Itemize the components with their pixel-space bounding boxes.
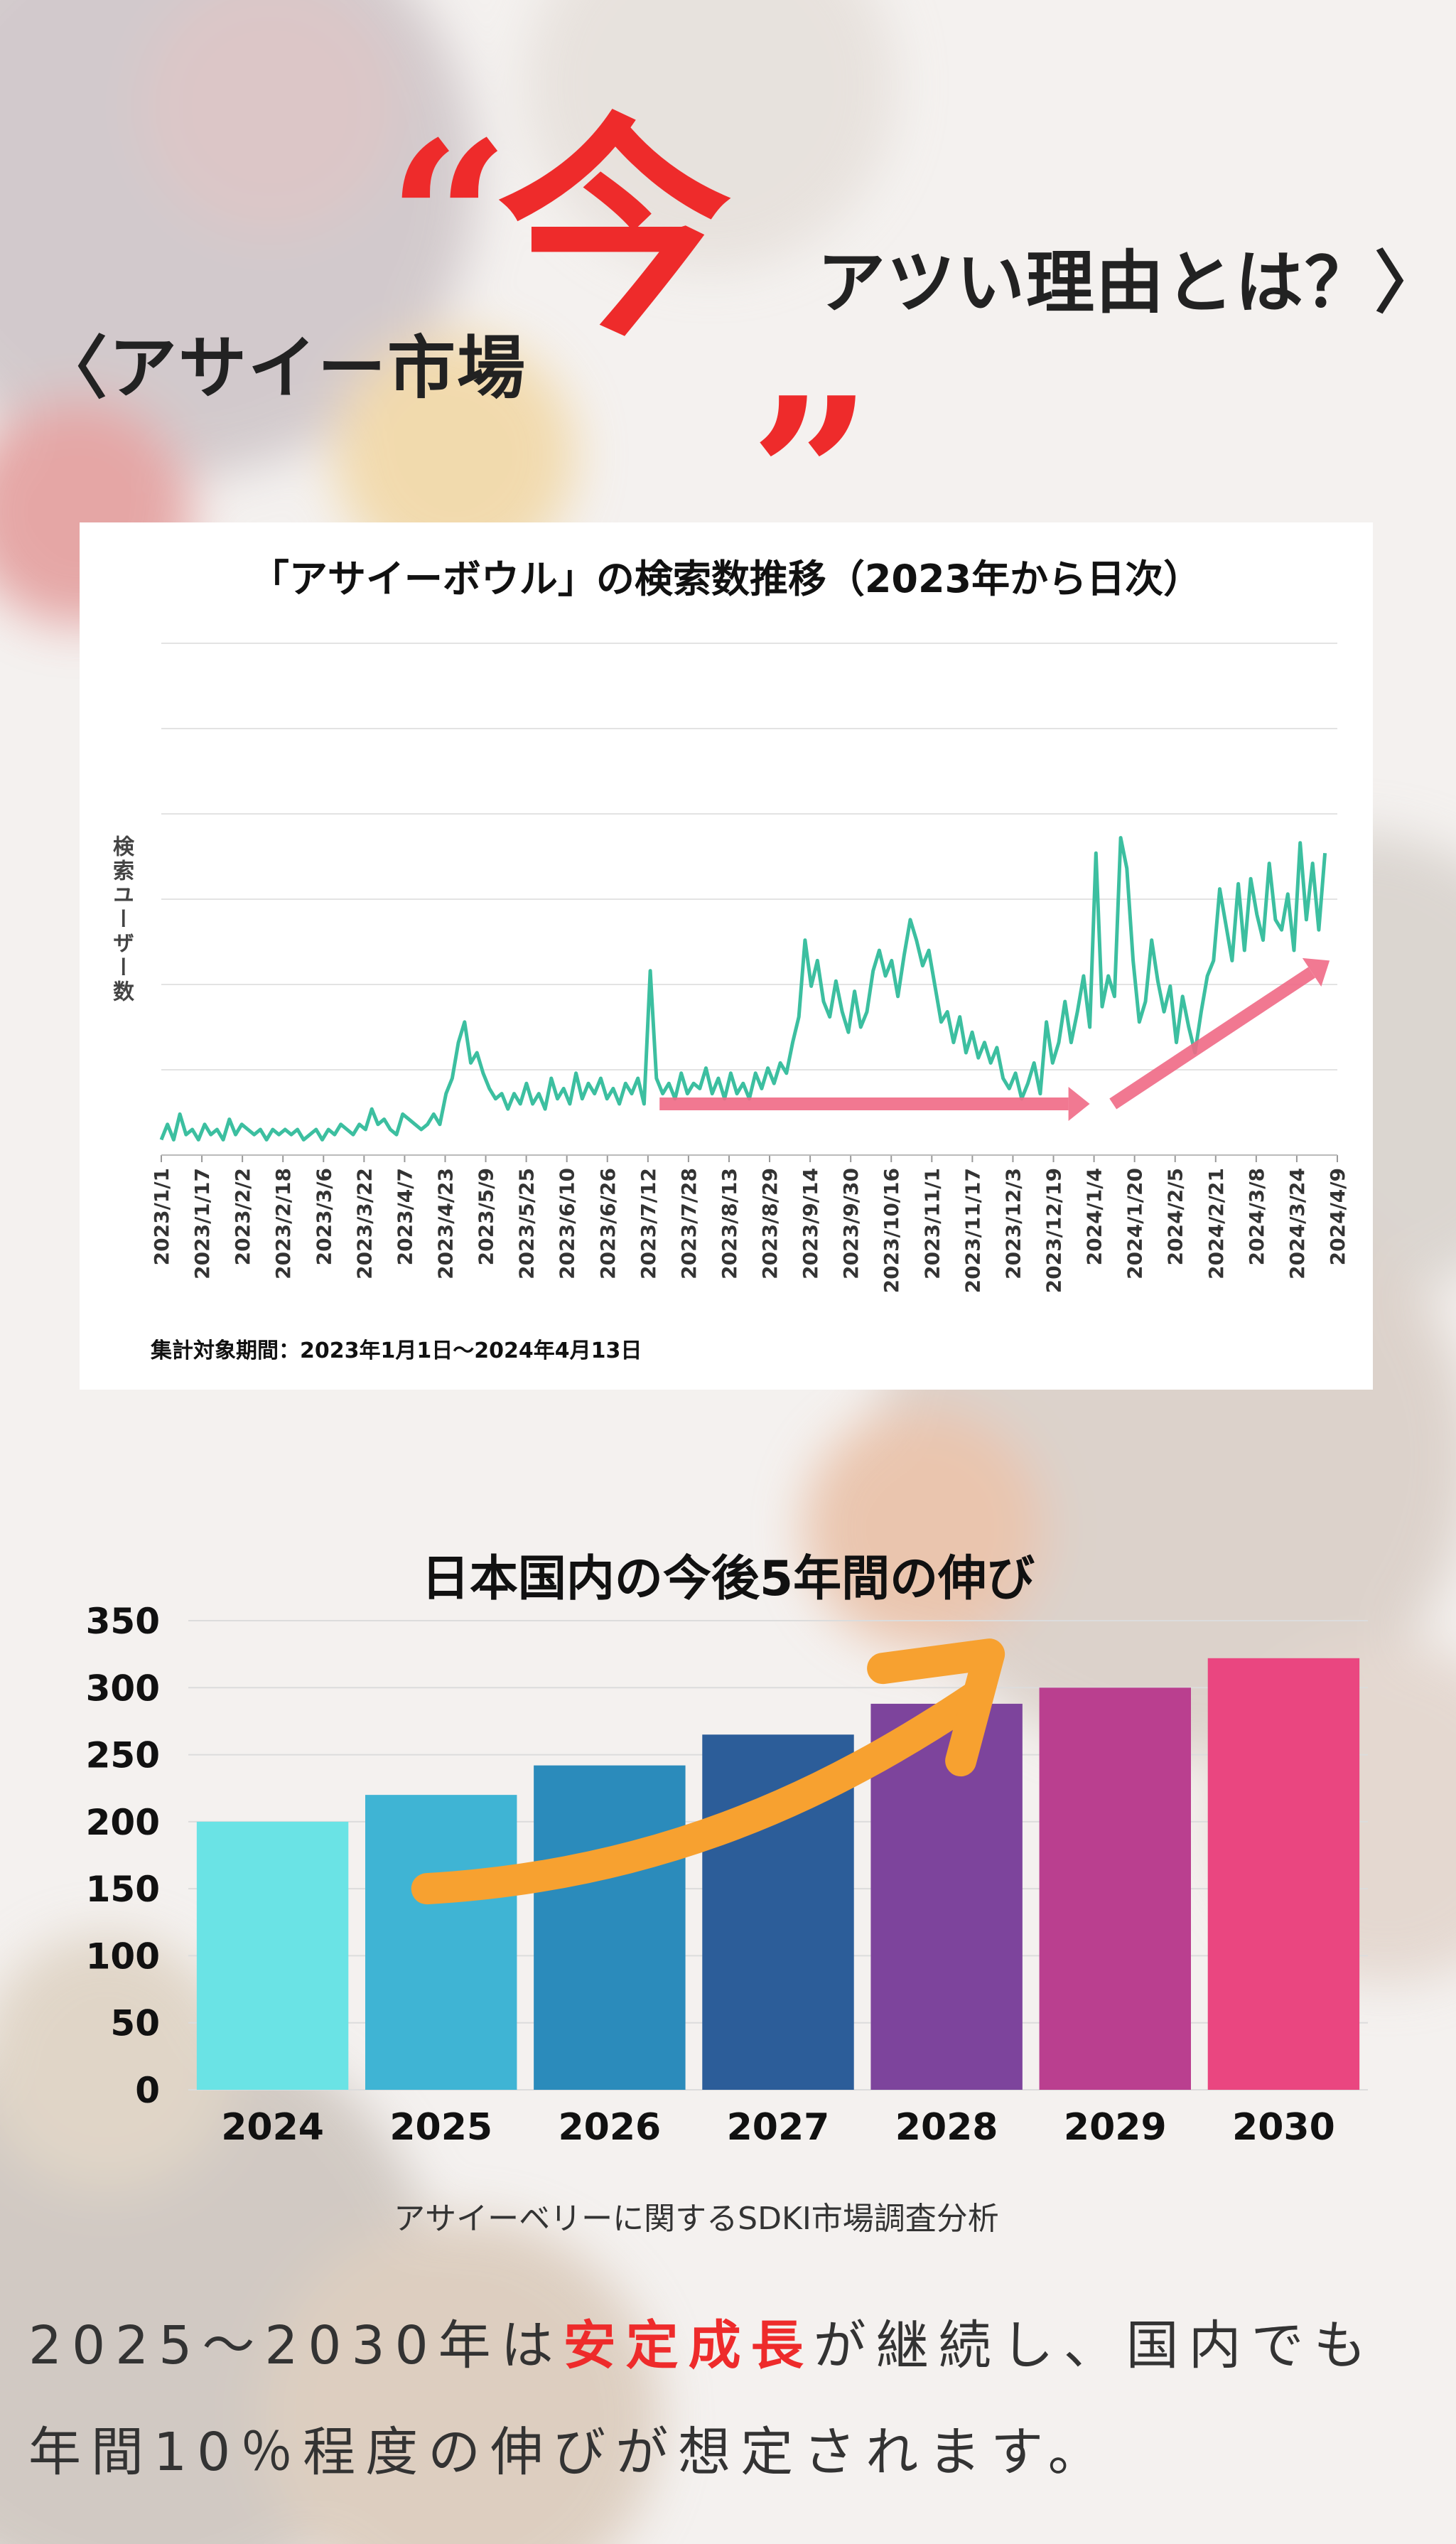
line-chart-x-tick-label: 2024/3/24 bbox=[1285, 1168, 1309, 1279]
bar-2030 bbox=[1207, 1658, 1360, 2090]
line-chart-x-tick-label: 2024/2/5 bbox=[1164, 1168, 1187, 1265]
bar-chart-x-tick-label: 2027 bbox=[727, 2106, 830, 2149]
line-chart-x-tick-label: 2023/1/1 bbox=[150, 1168, 173, 1265]
bar-chart-x-tick-label: 2026 bbox=[558, 2106, 661, 2149]
bar-chart-x-tick-label: 2029 bbox=[1064, 2106, 1167, 2149]
line-chart-series-0 bbox=[159, 836, 1327, 1142]
line-chart-panel: 「アサイーボウル」の検索数推移（2023年から日次） 検索ユーザー数 2023/… bbox=[80, 522, 1373, 1390]
line-chart-x-tick-label: 2023/9/14 bbox=[799, 1168, 822, 1279]
line-chart-x-tick-label: 2024/1/20 bbox=[1123, 1168, 1147, 1279]
bar-chart-y-tick-label: 200 bbox=[86, 1802, 160, 1843]
bar-chart-title: 日本国内の今後5年間の伸び bbox=[421, 1551, 1035, 1607]
headline-emphasis: 今 bbox=[497, 95, 732, 367]
bar-chart-y-tick-label: 100 bbox=[86, 1936, 160, 1977]
headline-left: 〈アサイー市場 bbox=[39, 328, 527, 408]
line-chart: 2023/1/1 2023/1/17 2023/2/2 2023/2/18 2023/3… bbox=[150, 643, 1349, 1293]
line-chart-x-tick-label: 2023/5/25 bbox=[515, 1168, 539, 1279]
open-quote-mark: “ bbox=[387, 95, 510, 345]
line-chart-x-tick-label: 2023/11/1 bbox=[920, 1168, 944, 1279]
trend-arrow-1 bbox=[1109, 967, 1316, 1110]
bar-2026 bbox=[534, 1765, 686, 2090]
trend-arrowhead-0 bbox=[1068, 1087, 1090, 1121]
trend-arrowhead-1 bbox=[1302, 957, 1330, 987]
headline-right: アツい理由とは？〉 bbox=[817, 243, 1444, 323]
growth-arrow bbox=[411, 1681, 991, 1905]
bar-chart-y-tick-label: 300 bbox=[86, 1668, 160, 1709]
bar-chart: 0 50 100 150 200 250 300 350 2024 2025 2026 2027 202… bbox=[86, 1606, 1368, 2149]
line-chart-x-tick-label: 2023/11/17 bbox=[961, 1168, 984, 1293]
line-chart-x-tick-label: 2023/7/28 bbox=[677, 1168, 701, 1279]
bar-chart-source: アサイーベリーに関するSDKI市場調査分析 bbox=[394, 2201, 999, 2237]
body-line-1-pre: 2025～2030年は bbox=[28, 2315, 563, 2376]
line-chart-x-tick-label: 2023/3/22 bbox=[352, 1168, 376, 1279]
line-chart-x-tick-label: 2023/4/7 bbox=[393, 1168, 416, 1265]
line-chart-x-tick-label: 2023/1/17 bbox=[190, 1168, 214, 1279]
bar-chart-x-tick-label: 2028 bbox=[895, 2106, 998, 2149]
bar-2028 bbox=[870, 1703, 1023, 2090]
line-chart-x-tick-label: 2023/5/9 bbox=[475, 1168, 498, 1265]
line-chart-x-tick-label: 2024/2/21 bbox=[1204, 1168, 1228, 1279]
line-chart-x-tick-label: 2024/3/8 bbox=[1245, 1168, 1268, 1265]
line-chart-x-tick-label: 2023/12/3 bbox=[1001, 1168, 1025, 1279]
bar-chart-y-tick-label: 250 bbox=[86, 1735, 160, 1776]
line-chart-x-tick-label: 2023/12/19 bbox=[1042, 1168, 1066, 1293]
body-line-2: 年間10％程度の伸びが想定されます。 bbox=[28, 2422, 1111, 2483]
bar-chart-y-tick-label: 150 bbox=[86, 1869, 160, 1910]
bar-chart-y-tick-label: 50 bbox=[110, 2003, 160, 2044]
line-chart-x-tick-label: 2023/3/6 bbox=[312, 1168, 335, 1265]
line-chart-x-tick-label: 2023/8/13 bbox=[718, 1168, 741, 1279]
bar-2029 bbox=[1039, 1687, 1191, 2090]
line-chart-x-tick-label: 2023/2/18 bbox=[271, 1168, 295, 1279]
growth-arrowhead bbox=[867, 1638, 1005, 1777]
line-chart-footnote: 集計対象期間：2023年1月1日～2024年4月13日 bbox=[151, 1338, 642, 1363]
line-chart-x-tick-label: 2023/8/29 bbox=[758, 1168, 782, 1279]
line-chart-x-tick-label: 2023/4/23 bbox=[433, 1168, 457, 1279]
line-chart-title: 「アサイーボウル」の検索数推移（2023年から日次） bbox=[250, 557, 1202, 601]
bar-chart-y-tick-label: 0 bbox=[135, 2070, 160, 2111]
line-chart-y-label: 検索ユーザー数 bbox=[109, 835, 134, 1004]
line-chart-x-tick-label: 2023/7/12 bbox=[637, 1168, 660, 1279]
line-chart-x-tick-label: 2023/6/26 bbox=[596, 1168, 620, 1279]
line-chart-x-tick-label: 2023/9/30 bbox=[839, 1168, 863, 1279]
line-chart-x-tick-label: 2024/1/4 bbox=[1083, 1168, 1106, 1265]
line-chart-x-tick-label: 2023/6/10 bbox=[556, 1168, 579, 1279]
bar-2024 bbox=[196, 1821, 349, 2090]
bar-chart-x-tick-label: 2030 bbox=[1232, 2106, 1335, 2149]
body-line-1: 2025～2030年は安定成長が継続し、国内でも bbox=[28, 2303, 1376, 2379]
bar-chart-y-tick-label: 350 bbox=[86, 1606, 160, 1642]
line-chart-x-tick-label: 2023/10/16 bbox=[880, 1168, 903, 1293]
line-chart-x-tick-label: 2023/2/2 bbox=[231, 1168, 254, 1265]
bar-chart-x-tick-label: 2024 bbox=[221, 2106, 324, 2149]
line-chart-x-tick-label: 2024/4/9 bbox=[1326, 1168, 1349, 1265]
body-line-1-post: が継続し、国内でも bbox=[813, 2315, 1376, 2376]
body-highlight: 安定成長 bbox=[563, 2315, 814, 2376]
bar-2025 bbox=[365, 1795, 517, 2090]
bar-chart-x-tick-label: 2025 bbox=[389, 2106, 492, 2149]
